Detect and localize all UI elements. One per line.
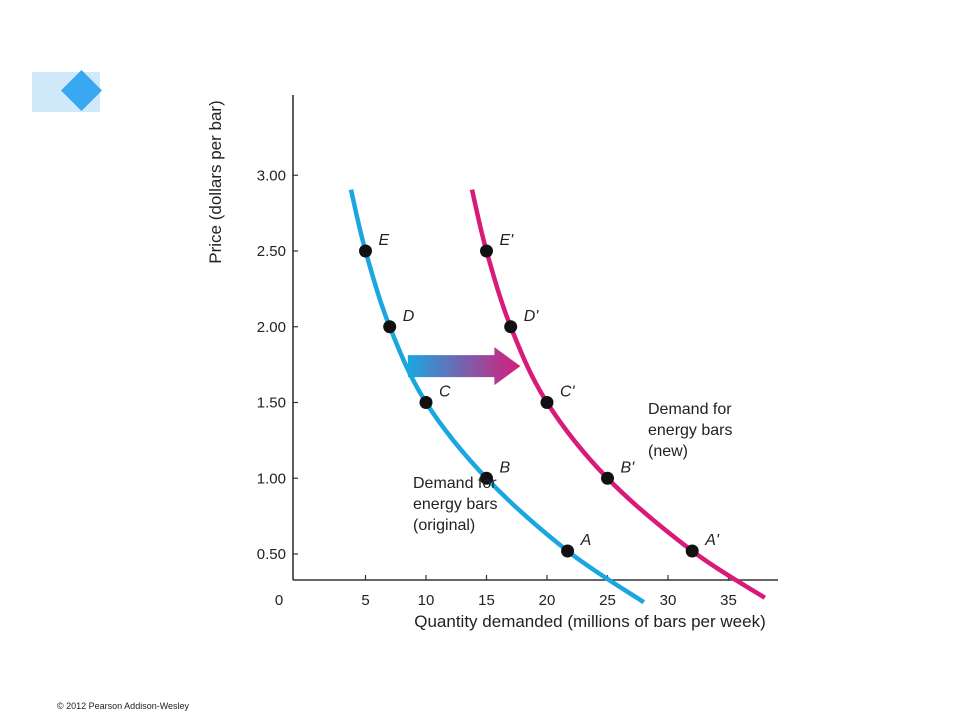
- demand-curve-original: [348, 189, 646, 605]
- copyright-text: © 2012 Pearson Addison-Wesley: [57, 701, 190, 711]
- curve-label-line: Demand for: [648, 401, 732, 418]
- y-axis-title: Price (dollars per bar): [206, 100, 225, 263]
- y-tick-label: 0.50: [257, 546, 286, 563]
- point-label: B': [621, 459, 636, 476]
- data-point: [504, 320, 518, 334]
- data-point: [419, 396, 433, 409]
- y-tick-label: 3.00: [257, 167, 286, 184]
- curve-label-line: (new): [648, 443, 688, 460]
- y-tick-label: 1.00: [257, 470, 286, 487]
- x-tick-label: 20: [539, 592, 556, 609]
- demand-curves: [348, 189, 767, 605]
- data-point: [383, 320, 397, 334]
- curve-label-line: energy bars: [648, 422, 733, 439]
- curve-label-line: energy bars: [413, 496, 498, 513]
- data-point: [480, 244, 493, 258]
- y-tick-label: 1.50: [257, 395, 286, 412]
- curve-label-line: Demand for: [413, 475, 497, 492]
- x-axis-title: Quantity demanded (millions of bars per …: [414, 612, 766, 631]
- y-tick-label: 2.50: [257, 243, 286, 260]
- demand-curve-new: [469, 189, 767, 600]
- shift-arrow: [407, 347, 521, 386]
- x-tick-label: 30: [660, 592, 677, 609]
- point-label: B: [500, 459, 511, 476]
- text-labels: E D C B A Demand for energy bars (original) E' D'…: [379, 232, 733, 549]
- data-point: [359, 244, 372, 258]
- curve-label-line: (original): [413, 517, 475, 534]
- x-tick-label: 35: [720, 592, 737, 609]
- data-point: [685, 544, 699, 558]
- point-label: C': [560, 384, 576, 401]
- x-tick-label: 10: [418, 592, 435, 609]
- annotations: [407, 347, 521, 386]
- point-label: C: [439, 384, 451, 401]
- point-label: D': [524, 308, 540, 325]
- point-label: A: [580, 532, 592, 549]
- x-tick-label: 15: [478, 592, 495, 609]
- y-tick-label: 2.00: [257, 319, 286, 336]
- point-label: D: [403, 308, 415, 325]
- data-point: [561, 544, 575, 558]
- data-points: [359, 244, 699, 558]
- point-label: A': [704, 532, 720, 549]
- point-label: E': [500, 232, 515, 249]
- data-point: [601, 471, 614, 485]
- point-label: E: [379, 232, 390, 249]
- x-tick-label: 5: [361, 592, 369, 609]
- x-tick-label: 25: [599, 592, 616, 609]
- data-point: [540, 396, 554, 409]
- axes: 0 5 10 15 20 25 30 35 0.50 1.00 1.50 2.00 2.50 3.00 Qu…: [206, 95, 778, 631]
- data-point: [480, 471, 493, 485]
- x-tick-label: 0: [275, 592, 283, 609]
